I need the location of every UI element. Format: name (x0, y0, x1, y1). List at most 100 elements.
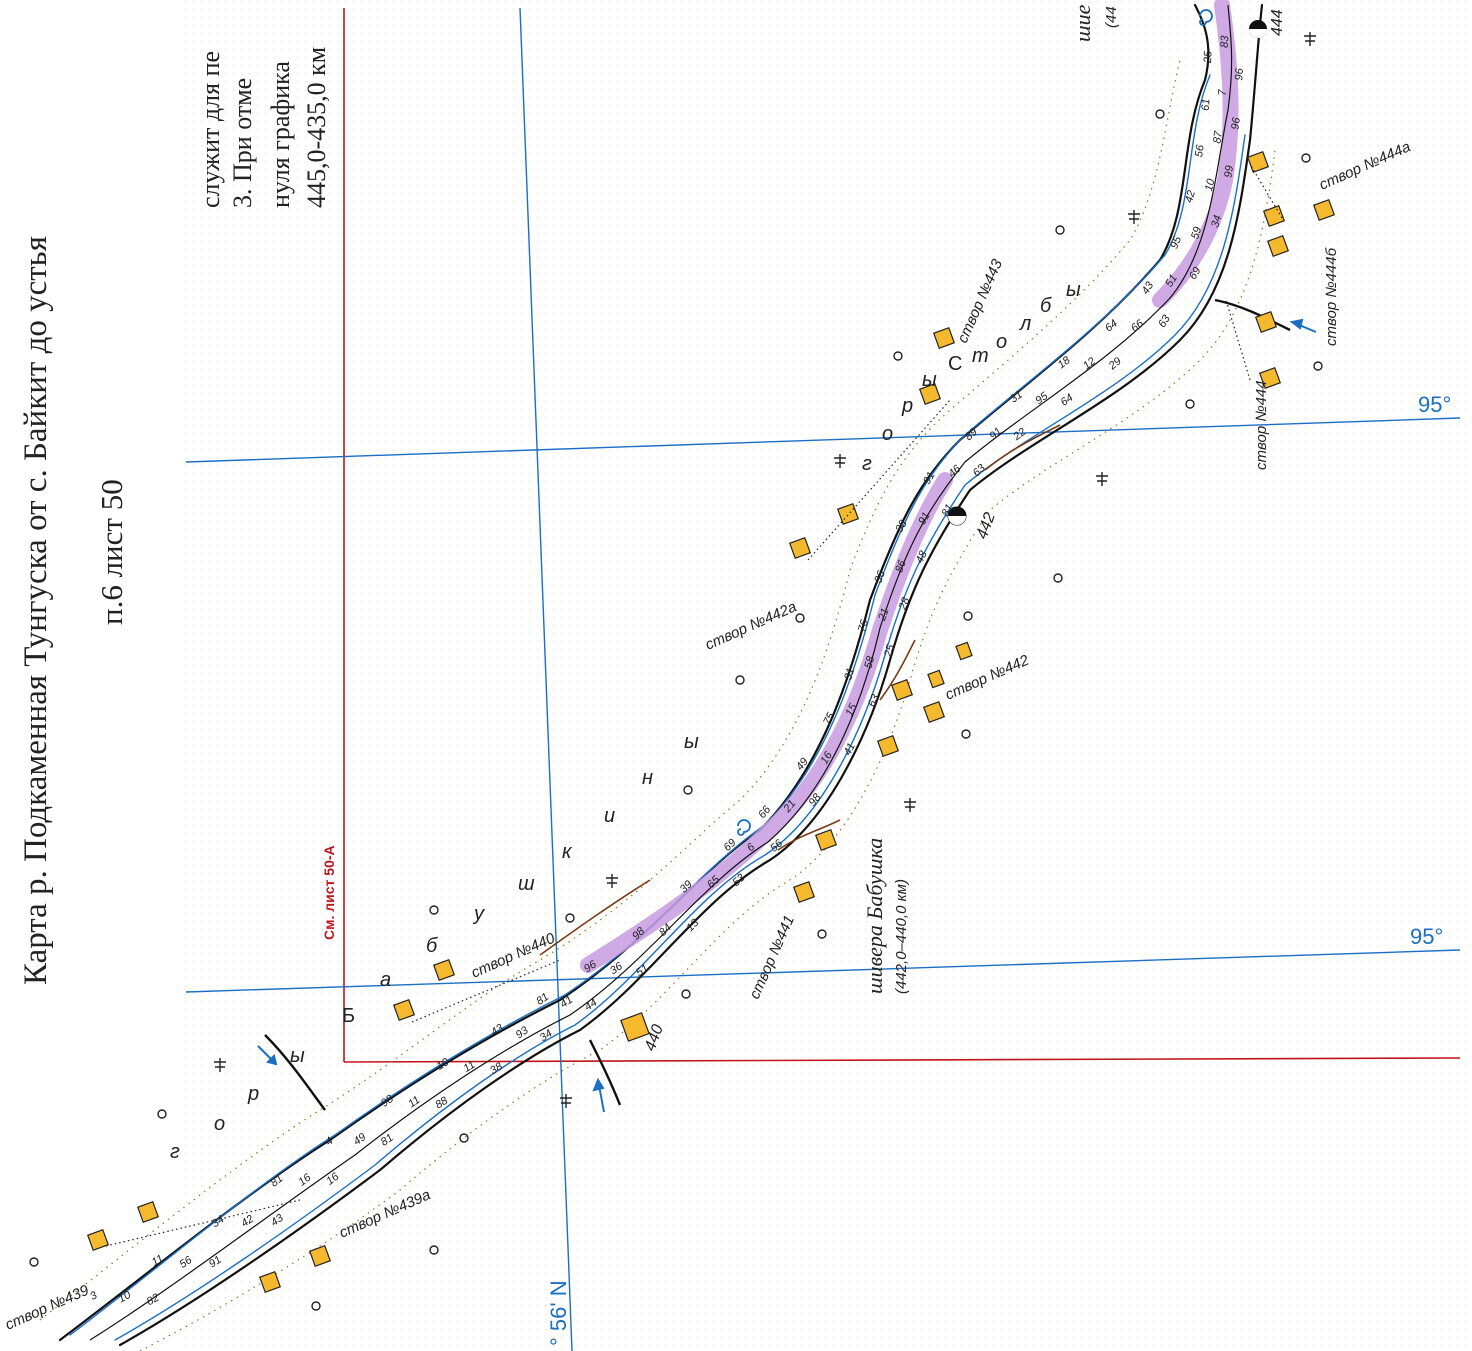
depth-value: 81 (939, 502, 955, 519)
svg-text:р: р (247, 1083, 259, 1105)
depth-value: 58 (862, 654, 877, 670)
landmark-circles (29, 109, 1323, 1311)
flow-arrows (257, 318, 1317, 1113)
svg-text:створ №444б: створ №444б (1323, 247, 1340, 346)
depth-value: 31 (842, 666, 857, 681)
svg-text:г: г (862, 453, 872, 475)
depth-value: 34 (210, 1213, 227, 1230)
depth-value: 42 (1183, 189, 1198, 204)
depth-value: 21 (876, 607, 892, 623)
depth-value: 51 (634, 962, 651, 979)
depth-value: 81 (268, 1173, 285, 1190)
svg-text:г: г (170, 1141, 180, 1163)
depth-value: 91 (916, 510, 932, 527)
depth-value: 11 (406, 1094, 422, 1110)
svg-text:и: и (604, 805, 615, 827)
note-line-4: 445,0-435,0 км (302, 46, 331, 208)
depth-value: 25 (882, 642, 897, 659)
svg-text:створ №444: створ №444 (1253, 380, 1270, 470)
map-title: Карта р. Подкаменная Тунгуска от с. Байк… (18, 236, 54, 985)
depth-value: 64 (1103, 318, 1120, 335)
depth-value: 64 (1059, 392, 1076, 409)
depth-value: 44 (583, 997, 600, 1014)
map-background (180, 0, 1472, 1351)
coordinate-grid (185, 7, 1461, 1351)
depth-value: 12 (1081, 355, 1098, 372)
depth-value: 83 (1219, 35, 1232, 49)
depth-value: 36 (872, 568, 888, 584)
shiver-top: шие (1070, 4, 1095, 42)
grid-label-latitude: ° 56' N (546, 1280, 571, 1346)
depth-value: 82 (145, 1292, 162, 1308)
note-line-3: нуля графика (266, 61, 295, 208)
svg-text:ы: ы (684, 731, 699, 753)
grid-label-95-top: 95° (1418, 392, 1451, 417)
depth-value: 11 (150, 1253, 166, 1269)
sheet-frame (343, 8, 1461, 1063)
depth-value: 99 (1222, 165, 1236, 179)
svg-text:у: у (472, 903, 485, 925)
note-line-1: служит для пе (196, 50, 225, 208)
depth-value: 31 (1008, 389, 1025, 406)
depth-value: 51 (1163, 273, 1180, 290)
tree-icons (214, 32, 1316, 1108)
notes-block: служит для пе 3. При отме нуля графика 4… (194, 6, 344, 246)
svg-text:Б: Б (342, 1005, 355, 1027)
depth-value: 59 (1189, 225, 1204, 240)
depth-value: 87 (1211, 130, 1225, 145)
svg-text:б: б (426, 935, 438, 957)
depth-value: 91 (921, 470, 938, 487)
river-banks (58, 3, 1264, 1347)
tributaries (264, 298, 1291, 1111)
depth-value: 81 (379, 1132, 396, 1149)
depth-value: 10 (1203, 177, 1218, 193)
depth-value: 91 (207, 1254, 224, 1271)
svg-text:н: н (642, 767, 653, 789)
svg-text:444: 444 (1269, 9, 1286, 36)
svg-text:а: а (380, 969, 391, 991)
shiver-top-range: (44 (1103, 6, 1120, 28)
svg-text:о: о (996, 331, 1007, 353)
depth-value: 49 (794, 756, 811, 773)
see-sheet-label: См. лист 50-А (321, 845, 337, 940)
depth-value: 81 (534, 991, 551, 1008)
depth-value: 96 (1233, 67, 1246, 81)
depth-value: 42 (239, 1213, 256, 1230)
km-post-icons (947, 20, 1267, 526)
depth-value: 86 (893, 558, 909, 574)
shore-dots (39, 59, 1276, 1351)
svg-text:о: о (214, 1113, 225, 1135)
shiver-name: шивера Бабушка (862, 838, 887, 994)
depth-value: 41 (558, 994, 575, 1011)
depth-value: 63 (866, 692, 882, 709)
svg-text:ы: ы (1066, 279, 1081, 301)
depth-value: 28 (897, 595, 913, 612)
depth-value: 61 (1200, 98, 1213, 111)
depth-value: 49 (351, 1131, 368, 1148)
svg-text:ш: ш (518, 873, 535, 895)
sheet-number: п.6 лист 50 (94, 479, 129, 625)
place-name-stolby: г о р ы С т о л б ы (862, 279, 1081, 475)
svg-text:о: о (882, 423, 893, 445)
depth-value: 56 (1193, 143, 1207, 158)
svg-text:л: л (1019, 313, 1031, 335)
note-line-2: 3. При отме (228, 77, 257, 208)
depth-value: 34 (1209, 214, 1224, 229)
depth-value: 41 (842, 741, 858, 757)
depth-value: 15 (843, 701, 860, 718)
depth-value: 96 (1229, 116, 1243, 131)
depth-value: 3 (88, 1289, 100, 1303)
transit-markers (86, 150, 1336, 1294)
svg-text:ы: ы (922, 369, 937, 391)
shiver-range: (442,0–440,0 км) (893, 879, 910, 994)
depth-value: 25 (1202, 50, 1215, 65)
svg-text:т: т (972, 345, 989, 367)
grid-label-95-bottom: 95° (1410, 924, 1443, 949)
svg-text:р: р (901, 395, 913, 417)
depth-value: 95 (1168, 234, 1184, 251)
svg-text:к: к (562, 841, 573, 863)
depth-value: 11 (461, 1059, 477, 1075)
svg-text:б: б (1040, 295, 1052, 317)
